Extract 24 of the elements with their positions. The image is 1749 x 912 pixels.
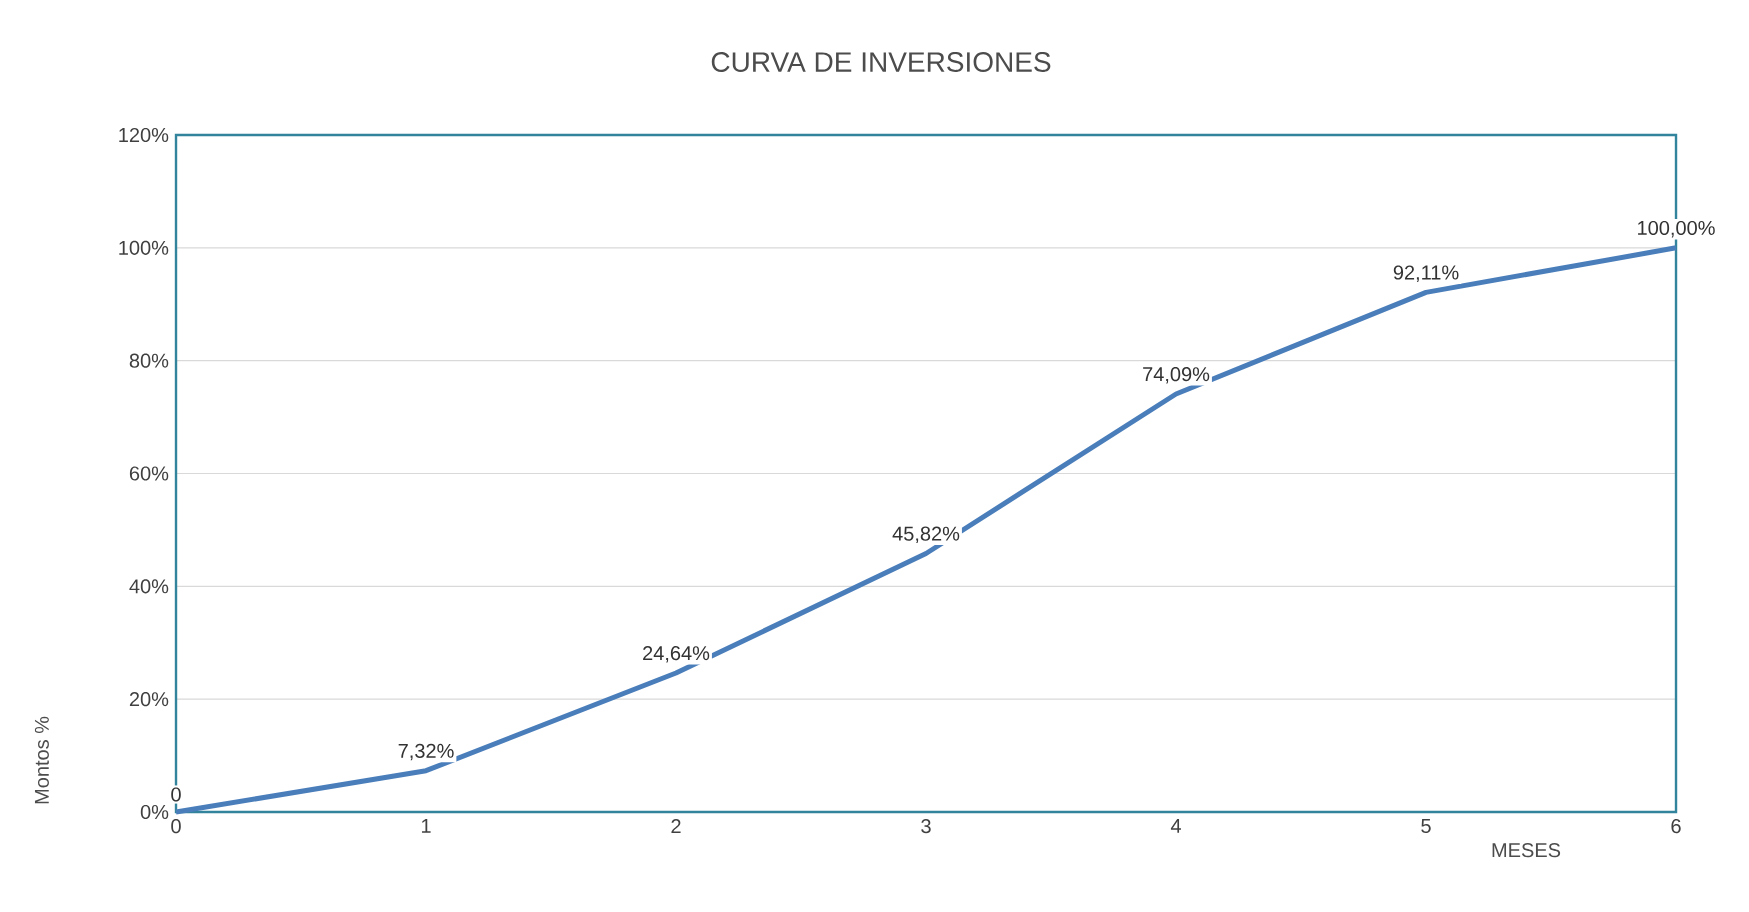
x-axis-title: MESES (1492, 843, 1561, 858)
data-label: 45,82% (892, 526, 960, 544)
y-tick-label: 40% (129, 579, 169, 594)
x-tick-label: 0 (171, 819, 181, 834)
data-label: 7,32% (398, 743, 454, 761)
y-tick-label: 80% (129, 353, 169, 368)
data-label: 24,64% (643, 646, 710, 663)
y-tick-label: 100% (119, 240, 169, 255)
y-tick-label: 120% (119, 127, 169, 143)
data-label: 100,00% (1638, 220, 1715, 238)
y-tick-label: 60% (129, 466, 169, 481)
x-tick-label: 4 (1170, 819, 1181, 833)
y-tick-label: 0% (140, 804, 169, 820)
chart-title: CURVA DE INVERSIONES (711, 52, 1051, 72)
x-tick-label: 1 (421, 819, 431, 833)
x-tick-label: 3 (921, 819, 931, 834)
y-axis-title: Montos % (34, 716, 49, 804)
y-tick-label: 20% (129, 692, 169, 707)
x-tick-label: 2 (671, 819, 681, 834)
data-label: 74,09% (1143, 367, 1210, 384)
data-label: 92,11% (1393, 265, 1459, 282)
x-tick-label: 6 (1671, 819, 1681, 834)
x-tick-label: 5 (1421, 819, 1431, 834)
data-label: 0 (171, 787, 181, 802)
